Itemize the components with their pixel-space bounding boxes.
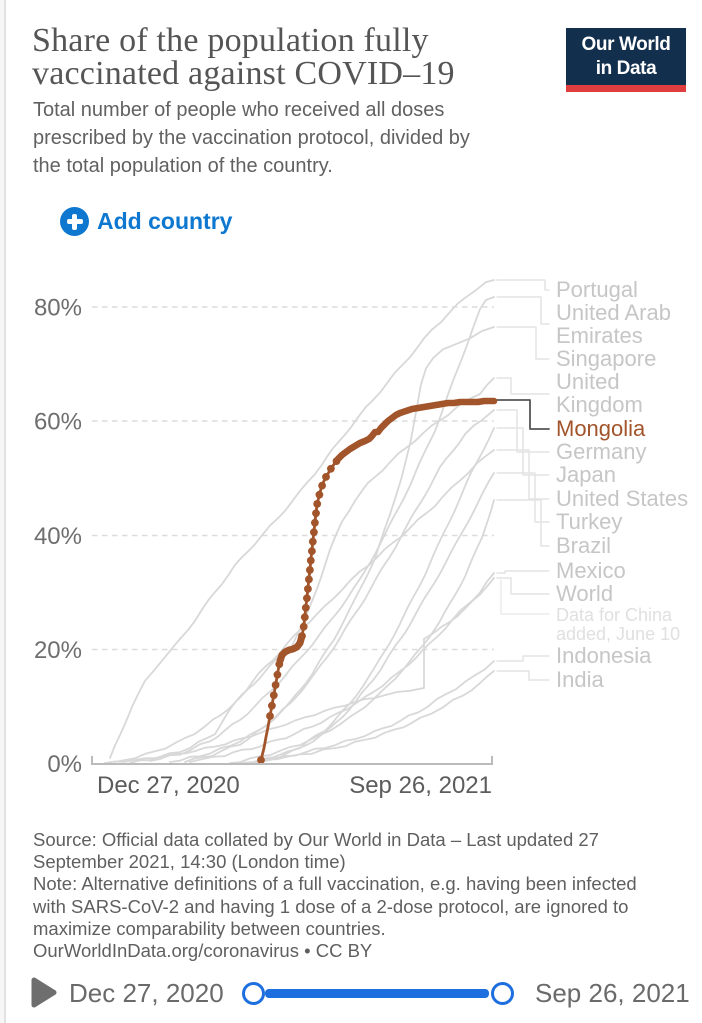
svg-text:Kingdom: Kingdom (556, 392, 643, 417)
svg-text:United Arab: United Arab (556, 300, 671, 325)
svg-text:World: World (556, 581, 613, 606)
svg-text:India: India (556, 667, 604, 692)
svg-text:Emirates: Emirates (556, 323, 643, 348)
svg-text:Indonesia: Indonesia (556, 643, 652, 668)
svg-text:Sep 26, 2021: Sep 26, 2021 (349, 772, 492, 799)
svg-text:Singapore: Singapore (556, 346, 656, 371)
svg-text:United: United (556, 369, 620, 394)
svg-text:Turkey: Turkey (556, 509, 622, 534)
svg-text:Japan: Japan (556, 462, 616, 487)
svg-text:0%: 0% (47, 751, 82, 778)
svg-text:Mexico: Mexico (556, 558, 626, 583)
svg-text:Dec 27, 2020: Dec 27, 2020 (97, 772, 240, 799)
svg-text:60%: 60% (34, 409, 82, 436)
svg-text:added, June 10: added, June 10 (556, 624, 680, 644)
svg-text:40%: 40% (34, 523, 82, 550)
svg-text:Portugal: Portugal (556, 277, 638, 302)
svg-text:Data for China: Data for China (556, 605, 673, 625)
svg-text:20%: 20% (34, 637, 82, 664)
svg-text:Brazil: Brazil (556, 533, 611, 558)
svg-text:United States: United States (556, 486, 688, 511)
svg-text:80%: 80% (34, 295, 82, 322)
svg-text:Mongolia: Mongolia (556, 416, 646, 441)
svg-text:Germany: Germany (556, 439, 646, 464)
